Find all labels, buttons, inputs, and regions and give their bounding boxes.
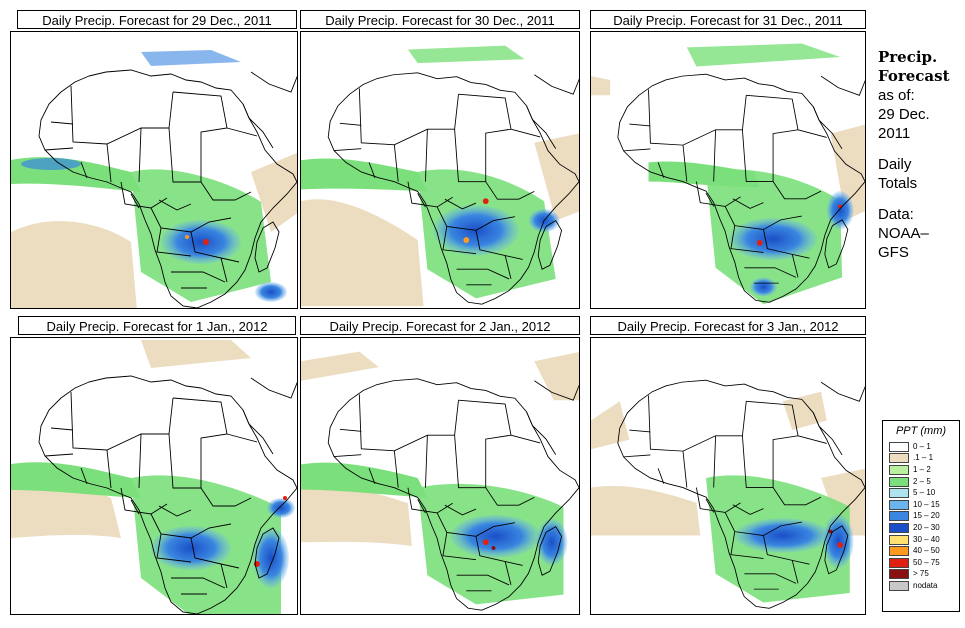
legend-item: 0 – 1 [883,441,959,453]
map-forecast-31dec [590,31,866,309]
map-canvas [11,340,297,614]
legend-swatch [889,511,909,522]
map-forecast-1jan [10,337,298,615]
legend-item: nodata [883,580,959,592]
map-canvas [591,43,865,305]
legend-swatch [889,453,909,464]
legend-swatch [889,499,909,510]
legend-label: 20 – 30 [913,522,940,532]
data-label: Data: [878,206,914,223]
legend-swatch [889,488,909,499]
legend-title: PPT (mm) [895,425,947,437]
totals-label: Totals [878,175,918,192]
asof-date: 29 Dec. [878,106,930,123]
legend-label: > 75 [913,569,929,579]
legend-label: 10 – 15 [913,499,940,509]
map-canvas [301,45,579,307]
legend-item: 2 – 5 [883,476,959,488]
legend-item: 1 – 2 [883,464,959,476]
legend-label: 1 – 2 [913,464,931,474]
legend-label: 30 – 40 [913,534,940,544]
panel-title: Daily Precip. Forecast for 31 Dec., 2011 [590,10,866,29]
map-forecast-3jan [590,337,866,615]
map-forecast-29dec [10,31,298,309]
map-forecast-30dec [300,31,580,309]
legend-item: 20 – 30 [883,522,959,534]
legend-item: .1 – 1 [883,453,959,465]
map-forecast-2jan [300,337,580,615]
legend-item: 50 – 75 [883,557,959,569]
legend-label: 2 – 5 [913,476,931,486]
panel-title: Daily Precip. Forecast for 1 Jan., 2012 [18,316,296,335]
side-title-line2: Forecast [878,67,950,85]
legend-swatch [889,569,909,580]
legend-swatch [889,557,909,568]
legend-swatch [889,534,909,545]
legend-item: 10 – 15 [883,499,959,511]
nodata-band-atlantic [11,152,297,308]
legend-swatch [889,546,909,557]
legend-swatch [889,522,909,533]
legend-label: 40 – 50 [913,546,940,556]
panel-title: Daily Precip. Forecast for 29 Dec., 2011 [17,10,297,29]
legend-swatch [889,441,909,452]
legend-item: 5 – 10 [883,487,959,499]
asof-year: 2011 [878,125,911,142]
panel-title: Daily Precip. Forecast for 30 Dec., 2011 [300,10,580,29]
legend-swatch [889,464,909,475]
legend-label: 15 – 20 [913,511,940,521]
panel-title: Daily Precip. Forecast for 2 Jan., 2012 [300,316,580,335]
legend-label: nodata [913,580,938,590]
legend-label: 5 – 10 [913,488,936,498]
panel-title: Daily Precip. Forecast for 3 Jan., 2012 [590,316,866,335]
legend-item: > 75 [883,569,959,581]
daily-label: Daily [878,156,912,173]
map-canvas [591,379,865,609]
legend-item: 40 – 50 [883,545,959,557]
legend-label: .1 – 1 [913,453,934,463]
asof-label: as of: [878,87,915,104]
map-canvas [301,351,579,611]
legend-swatch [889,580,909,591]
data-source-2: GFS [878,244,909,261]
legend-label: 0 – 1 [913,441,931,451]
side-info: Precip. Forecast as of: 29 Dec. 2011 Dai… [878,48,963,262]
side-title-line1: Precip. [878,48,938,66]
legend-swatch [889,476,909,487]
map-canvas [11,50,297,308]
data-source-1: NOAA– [878,225,929,242]
legend-item: 30 – 40 [883,534,959,546]
legend-label: 50 – 75 [913,557,940,567]
legend-item: 15 – 20 [883,511,959,523]
